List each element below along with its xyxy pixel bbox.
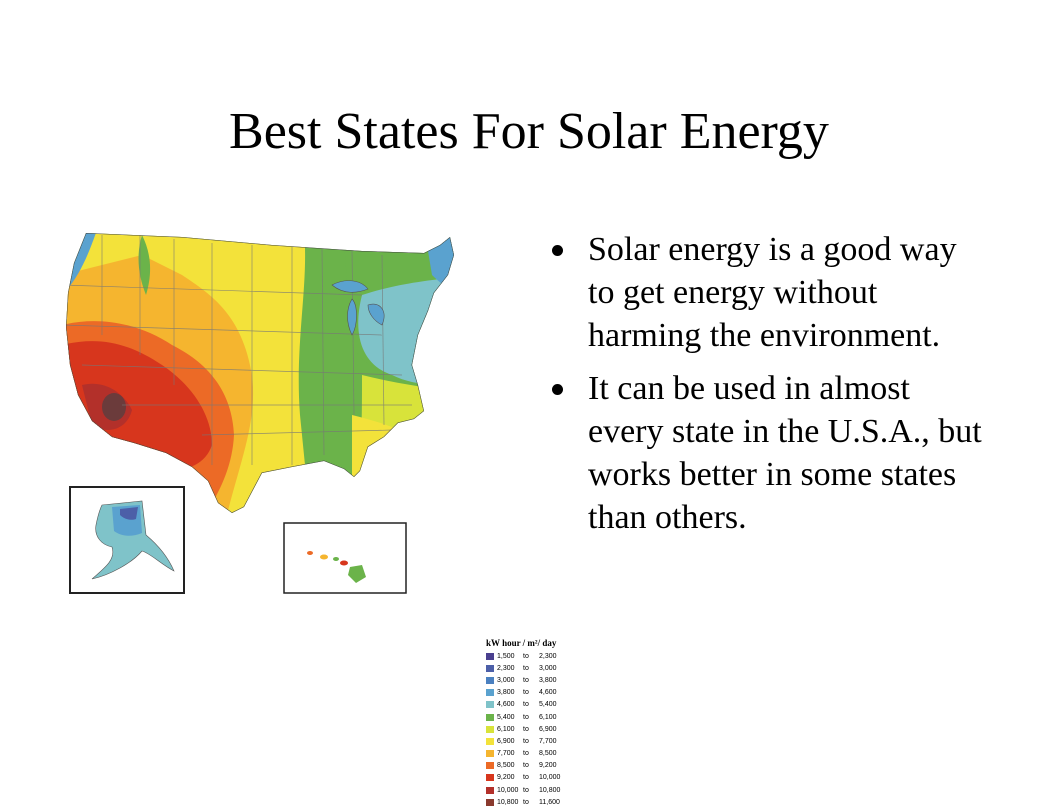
legend-swatch	[486, 737, 494, 745]
great-lakes	[331, 280, 385, 336]
legend-to-word: to	[523, 774, 529, 782]
bullet-text: It can be used in almost every state in …	[588, 370, 982, 536]
legend-to-word: to	[523, 701, 529, 709]
legend-row: 4,600 to 5,400	[486, 699, 568, 711]
legend-range-from: 3,000	[497, 676, 515, 684]
legend-row: 6,900 to 7,700	[486, 735, 568, 747]
legend-swatch	[486, 689, 494, 697]
legend-range-from: 7,700	[497, 750, 515, 758]
legend-range-from: 10,000	[497, 786, 519, 794]
legend-row: 7,700 to 8,500	[486, 748, 568, 760]
legend-to-word: to	[523, 737, 529, 745]
legend-range-from: 3,800	[497, 689, 515, 697]
legend-row: 6,100 to 6,900	[486, 723, 568, 735]
usa-solar-map-graphic	[66, 233, 454, 594]
legend-range-to: 6,900	[539, 725, 557, 733]
legend-range-to: 10,000	[539, 774, 561, 782]
bullet-text: Solar energy is a good way to get energy…	[588, 231, 957, 354]
legend-swatch	[486, 701, 494, 709]
legend-swatch	[486, 652, 494, 660]
legend-range-from: 8,500	[497, 762, 515, 770]
legend-rows: 1,500 to 2,300 2,300 to 3,000 3,000 to 3,800 3,80…	[486, 650, 568, 808]
legend-to-word: to	[523, 762, 529, 770]
legend-range-from: 10,800	[497, 798, 519, 806]
legend-swatch	[486, 664, 494, 672]
legend-row: 8,500 to 9,200	[486, 760, 568, 772]
legend-to-word: to	[523, 664, 529, 672]
legend-range-to: 11,600	[539, 798, 560, 806]
legend-to-word: to	[523, 786, 529, 794]
legend-range-from: 9,200	[497, 774, 515, 782]
legend-range-to: 6,100	[539, 713, 557, 721]
legend-range-to: 8,500	[539, 750, 557, 758]
legend-to-word: to	[523, 689, 529, 697]
legend-to-word: to	[523, 652, 529, 660]
legend-to-word: to	[523, 750, 529, 758]
bullet-item: Solar energy is a good way to get energy…	[552, 228, 982, 357]
legend-range-to: 10,800	[539, 786, 561, 794]
slide-title: Best States For Solar Energy	[229, 103, 829, 160]
legend-range-from: 6,100	[497, 725, 515, 733]
legend-range-from: 6,900	[497, 737, 515, 745]
legend-range-to: 2,300	[539, 652, 557, 660]
legend-swatch	[486, 762, 494, 770]
legend-range-to: 3,000	[539, 664, 557, 672]
legend-row: 5,400 to 6,100	[486, 711, 568, 723]
legend-range-from: 5,400	[497, 713, 515, 721]
legend-row: 10,000 to 10,800	[486, 784, 568, 796]
bullet-list: Solar energy is a good way to get energy…	[552, 228, 982, 549]
legend-to-word: to	[523, 713, 529, 721]
legend-swatch	[486, 725, 494, 733]
legend-row: 9,200 to 10,000	[486, 772, 568, 784]
legend-range-to: 7,700	[539, 737, 557, 745]
map-legend: kW hour / m²/ day 1,500 to 2,300 2,300 to 3,0…	[486, 638, 568, 808]
legend-row: 3,000 to 3,800	[486, 674, 568, 686]
legend-swatch	[486, 774, 494, 782]
legend-range-from: 1,500	[497, 652, 515, 660]
legend-title: kW hour / m²/ day	[486, 638, 557, 648]
legend-row: 1,500 to 2,300	[486, 650, 568, 662]
legend-to-word: to	[523, 725, 529, 733]
legend-to-word: to	[523, 798, 529, 806]
legend-swatch	[486, 676, 494, 684]
legend-range-to: 5,400	[539, 701, 557, 709]
legend-range-from: 4,600	[497, 701, 515, 709]
legend-range-from: 2,300	[497, 664, 515, 672]
legend-to-word: to	[523, 676, 529, 684]
hawaii-inset	[283, 522, 407, 594]
solar-radiation-map: kW hour / m²/ day 1,500 to 2,300 2,300 to 3,0…	[62, 215, 560, 806]
legend-swatch	[486, 750, 494, 758]
legend-row: 3,800 to 4,600	[486, 687, 568, 699]
legend-row: 2,300 to 3,000	[486, 662, 568, 674]
legend-range-to: 4,600	[539, 689, 557, 697]
bullet-icon	[552, 384, 563, 395]
alaska-inset	[69, 486, 185, 594]
legend-swatch	[486, 798, 494, 806]
legend-swatch	[486, 713, 494, 721]
bullet-item: It can be used in almost every state in …	[552, 367, 982, 539]
legend-range-to: 9,200	[539, 762, 557, 770]
bullet-icon	[552, 245, 563, 256]
legend-row: 10,800 to 11,600	[486, 796, 568, 808]
legend-swatch	[486, 786, 494, 794]
legend-range-to: 3,800	[539, 676, 557, 684]
